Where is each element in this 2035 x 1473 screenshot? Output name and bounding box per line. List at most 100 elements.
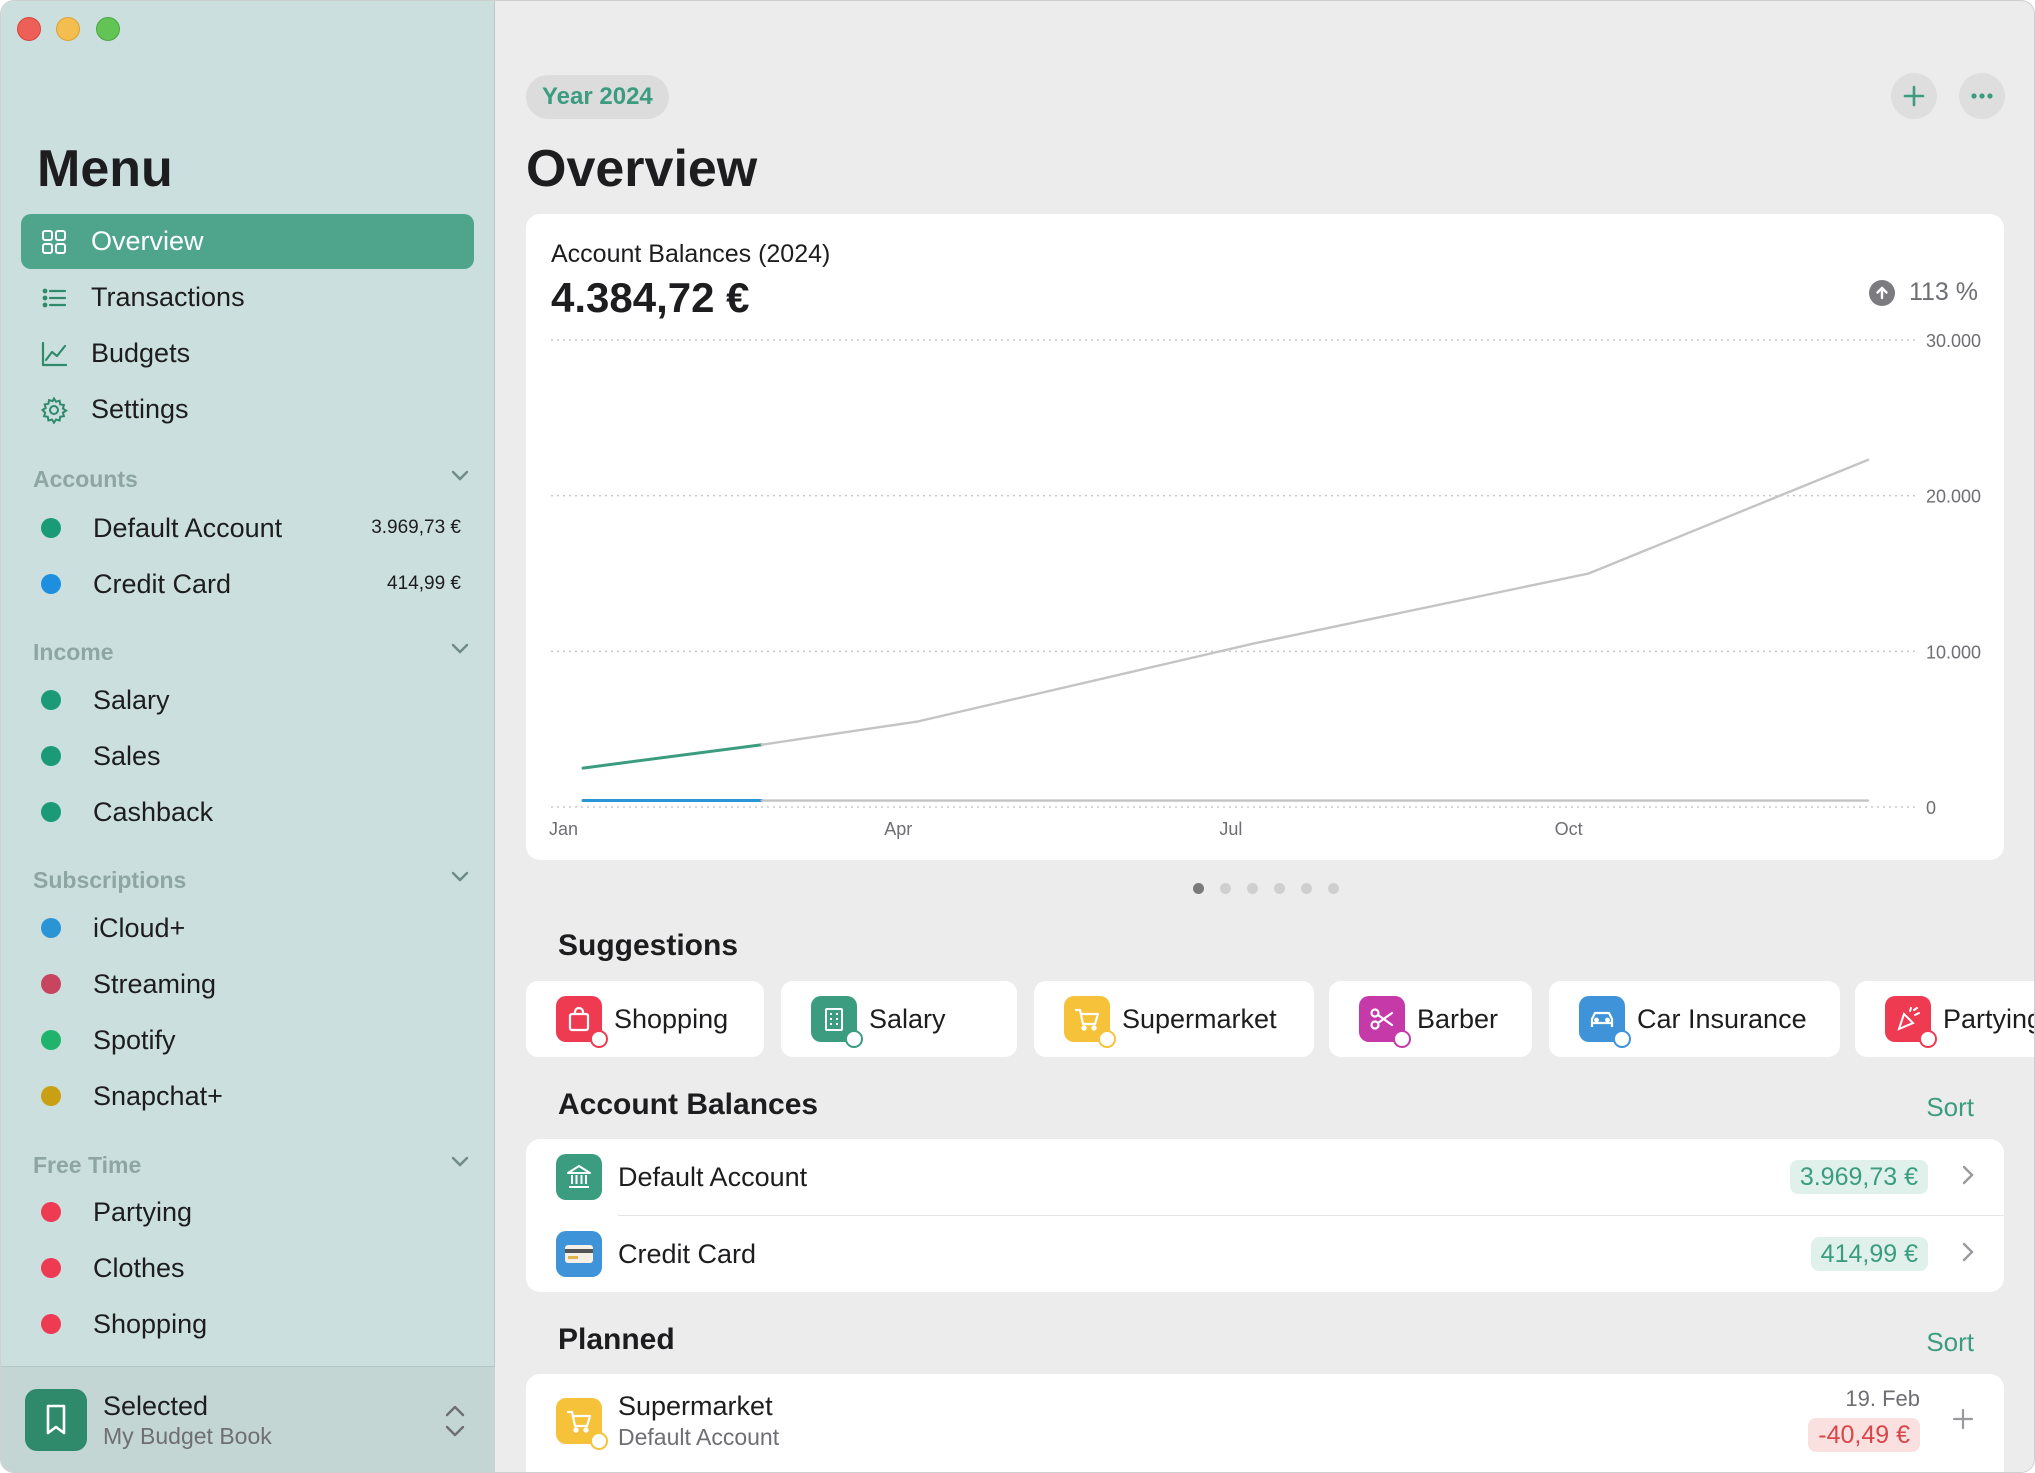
y-tick-label: 20.000 (1926, 487, 1981, 507)
pager-dot[interactable] (1193, 883, 1204, 894)
section-header-income[interactable]: Income (33, 636, 473, 668)
category-name: Streaming (93, 968, 217, 999)
add-transaction-plus-icon[interactable] (1950, 1406, 1976, 1437)
sidebar-category-cashback[interactable]: Cashback (41, 787, 461, 837)
suggestion-label: Partying (1943, 1003, 2035, 1034)
account-balances-sort-button[interactable]: Sort (1926, 1092, 1974, 1122)
list-icon (39, 283, 69, 313)
minimize-window-button[interactable] (56, 17, 80, 41)
scissors-icon (1359, 996, 1411, 1048)
section-header-accounts[interactable]: Accounts (33, 463, 473, 495)
planned-row-amount: -40,49 € (1808, 1418, 1920, 1452)
clock-badge-icon (1393, 1030, 1411, 1048)
chevron-down-icon[interactable] (447, 1149, 473, 1181)
category-color-dot (41, 1202, 61, 1222)
suggestion-label: Supermarket (1122, 1003, 1277, 1034)
sidebar-item-label: Overview (91, 226, 204, 256)
pager-dot[interactable] (1220, 883, 1231, 894)
chart-line-icon (39, 339, 69, 369)
party-icon (1885, 996, 1937, 1048)
category-color-dot (41, 918, 61, 938)
sidebar-category-shopping[interactable]: Shopping (41, 1299, 461, 1349)
chevron-down-icon[interactable] (447, 864, 473, 896)
y-tick-label: 0 (1926, 798, 1936, 818)
sidebar-item-label: Transactions (91, 282, 245, 312)
planned-row-supermarket[interactable]: Supermarket Default Account 19. Feb -40,… (526, 1374, 2004, 1467)
category-name: Salary (93, 684, 170, 715)
chevron-down-icon[interactable] (447, 636, 473, 668)
chevron-down-icon[interactable] (447, 463, 473, 495)
planned-title: Planned (558, 1323, 675, 1356)
suggestion-supermarket[interactable]: Supermarket (1034, 981, 1314, 1057)
suggestion-label: Salary (869, 1003, 946, 1034)
pager-dot[interactable] (1274, 883, 1285, 894)
sidebar-account-default[interactable]: Default Account 3.969,73 € (41, 503, 461, 553)
balance-series-line (581, 743, 764, 770)
more-button[interactable] (1959, 73, 2005, 119)
cart-icon (556, 1397, 608, 1450)
chart-total: 4.384,72 € (551, 274, 750, 321)
close-window-button[interactable] (17, 17, 41, 41)
sidebar-category-spotify[interactable]: Spotify (41, 1015, 461, 1065)
sidebar-title: Menu (37, 140, 173, 198)
x-tick-label: Oct (1555, 819, 1583, 839)
planned-row-text: Supermarket Default Account (618, 1391, 779, 1451)
category-color-dot (41, 974, 61, 994)
credit-card-icon (556, 1231, 602, 1277)
bank-icon (556, 1154, 602, 1200)
pager-dot[interactable] (1301, 883, 1312, 894)
sidebar-category-sales[interactable]: Sales (41, 731, 461, 781)
sidebar-item-overview[interactable]: Overview (21, 214, 474, 269)
chevron-updown-icon[interactable] (441, 1401, 469, 1446)
chart-title: Account Balances (2024) (551, 240, 831, 268)
bookmark-icon (25, 1389, 87, 1451)
category-name: Spotify (93, 1024, 176, 1055)
account-row-credit-card[interactable]: Credit Card 414,99 € (526, 1216, 2004, 1292)
suggestion-salary[interactable]: Salary (781, 981, 1017, 1057)
y-tick-label: 10.000 (1926, 642, 1981, 662)
account-row-amount: 3.969,73 € (1789, 1160, 1928, 1194)
pager-dot[interactable] (1328, 883, 1339, 894)
planned-list: Supermarket Default Account 19. Feb -40,… (526, 1374, 2004, 1472)
sidebar-category-partying[interactable]: Partying (41, 1187, 461, 1237)
sidebar-item-budgets[interactable]: Budgets (21, 326, 474, 381)
sidebar-category-icloud[interactable]: iCloud+ (41, 903, 461, 953)
account-row-name: Credit Card (618, 1238, 757, 1269)
chart-pager[interactable] (496, 883, 2034, 894)
gear-icon (39, 395, 69, 425)
planned-row-date: 19. Feb (1845, 1386, 1920, 1411)
x-tick-label: Jul (1219, 819, 1242, 839)
zoom-window-button[interactable] (96, 17, 120, 41)
section-header-subscriptions[interactable]: Subscriptions (33, 864, 473, 896)
category-color-dot (41, 802, 61, 822)
pager-dot[interactable] (1247, 883, 1258, 894)
add-button[interactable] (1891, 73, 1937, 119)
suggestion-barber[interactable]: Barber (1329, 981, 1532, 1057)
section-header-free-time[interactable]: Free Time (33, 1149, 473, 1181)
sidebar-item-label: Settings (91, 394, 189, 424)
account-balances-chart-card[interactable]: Account Balances (2024) 4.384,72 € 113 %… (526, 214, 2004, 860)
row-divider (618, 1215, 2004, 1216)
suggestion-partying[interactable]: Partying (1855, 981, 2035, 1057)
budget-book-selector[interactable]: Selected My Budget Book (1, 1366, 495, 1472)
account-name: Credit Card (93, 568, 232, 599)
sidebar-category-clothes[interactable]: Clothes (41, 1243, 461, 1293)
sidebar-category-salary[interactable]: Salary (41, 675, 461, 725)
category-name: Shopping (93, 1308, 208, 1339)
year-selector[interactable]: Year 2024 (526, 75, 669, 119)
sidebar-item-settings[interactable]: Settings (21, 382, 474, 437)
suggestion-car-insurance[interactable]: Car Insurance (1549, 981, 1840, 1057)
clock-badge-icon (1098, 1030, 1116, 1048)
clock-badge-icon (590, 1030, 608, 1048)
forecast-series-line (760, 458, 1870, 746)
suggestion-shopping[interactable]: Shopping (526, 981, 764, 1057)
sidebar-category-streaming[interactable]: Streaming (41, 959, 461, 1009)
x-tick-label: Jan (549, 819, 578, 839)
sidebar-category-snapchat[interactable]: Snapchat+ (41, 1071, 461, 1121)
sidebar-account-credit-card[interactable]: Credit Card 414,99 € (41, 559, 461, 609)
sidebar-item-transactions[interactable]: Transactions (21, 270, 474, 325)
category-color-dot (41, 1086, 61, 1106)
planned-sort-button[interactable]: Sort (1926, 1327, 1974, 1357)
section-label: Free Time (33, 1151, 142, 1178)
account-row-default[interactable]: Default Account 3.969,73 € (526, 1139, 2004, 1215)
